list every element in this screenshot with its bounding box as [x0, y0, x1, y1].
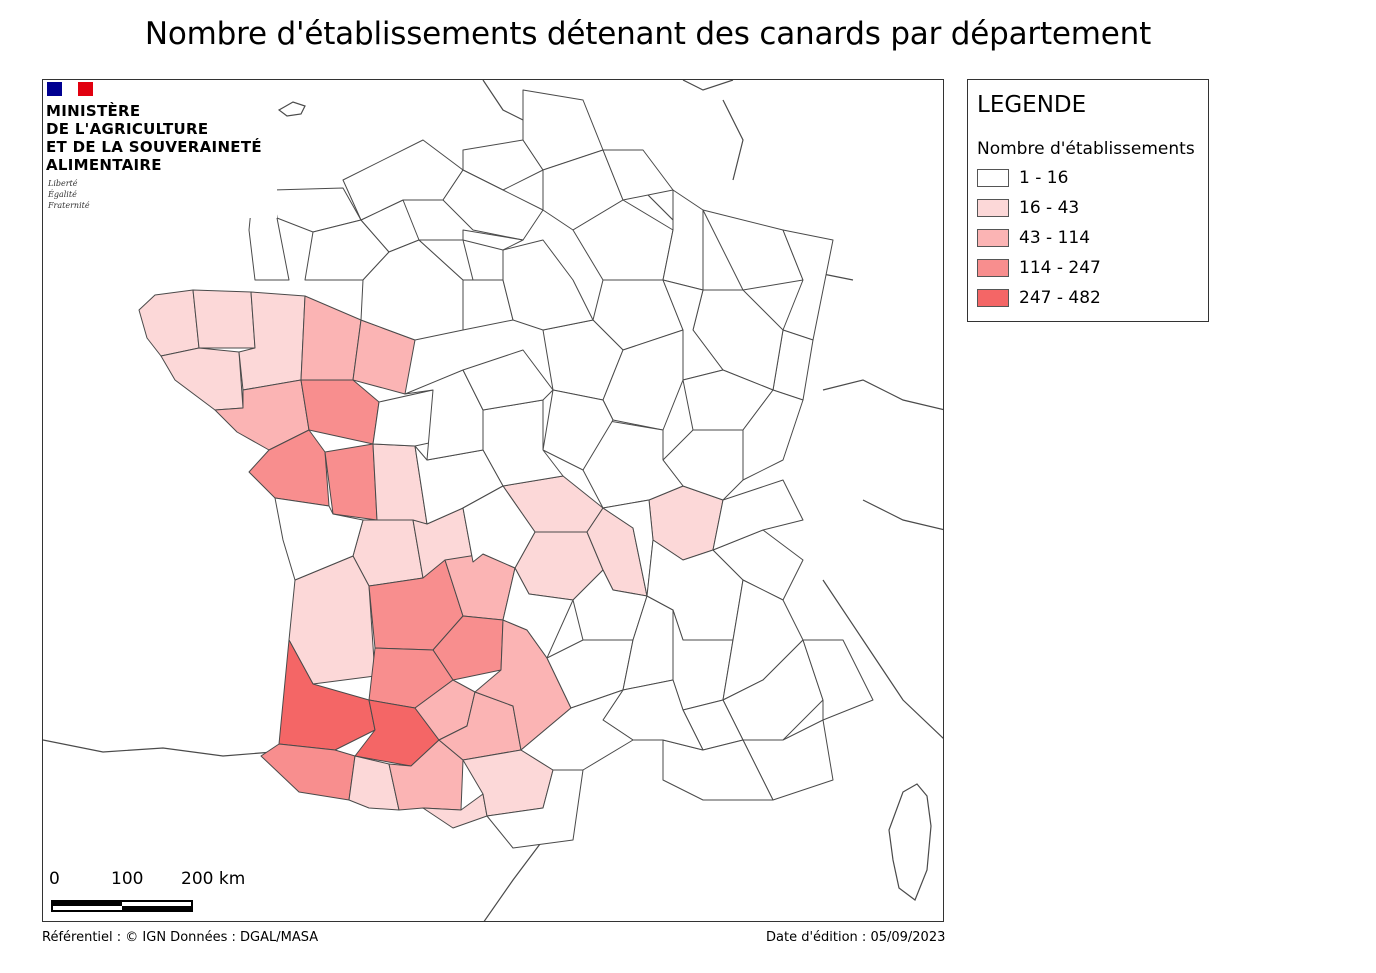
department-sa-ne-et-loire[interactable]: [582, 419, 684, 509]
department-h-rault[interactable]: [520, 689, 634, 771]
scale-bar: [51, 900, 193, 912]
map-title: Nombre d'établissements détenant des can…: [144, 16, 1152, 52]
motto-egalite: Égalité: [48, 190, 77, 199]
legend-label: 43 - 114: [1019, 228, 1091, 248]
department-pyr-n-es-atlantiques[interactable]: [260, 743, 356, 801]
legend-item-3: 43 - 114: [977, 228, 1197, 250]
department-meurthe-et-moselle[interactable]: [702, 209, 744, 291]
scale-label-100: 100: [111, 869, 144, 889]
department-bas-rhin[interactable]: [782, 229, 834, 341]
department-somme[interactable]: [462, 139, 544, 191]
legend-swatch: [977, 289, 1009, 307]
legend-swatch: [977, 199, 1009, 217]
legend-item-4: 114 - 247: [977, 258, 1197, 280]
scale-label-0: 0: [49, 869, 60, 889]
legend-label: 114 - 247: [1019, 258, 1101, 278]
department-c-tes-d-armor[interactable]: [192, 289, 256, 349]
france-department-map[interactable]: [43, 80, 944, 922]
legend-item-1: 1 - 16: [977, 168, 1197, 190]
footer-date: Date d'édition : 05/09/2023: [766, 930, 946, 945]
department-finist-re[interactable]: [138, 289, 200, 357]
logo-line-3: ET DE LA SOUVERAINETÉ: [46, 138, 262, 156]
legend-swatch: [977, 259, 1009, 277]
spain-coast-line: [483, 839, 544, 921]
scale-labels: 0 100 200 km: [47, 869, 307, 893]
department-charente-maritime[interactable]: [274, 497, 364, 581]
germany-border-line: [682, 80, 744, 181]
legend-swatch: [977, 169, 1009, 187]
department-seine-et-marne[interactable]: [502, 239, 594, 331]
legend-title: LEGENDE: [977, 92, 1087, 118]
uk-coast-line: [277, 101, 306, 117]
department-haute-savoie[interactable]: [712, 479, 804, 551]
spain-border-line: [43, 739, 274, 757]
french-flag-icon: [47, 82, 93, 96]
map-frame[interactable]: MINISTÈRE DE L'AGRICULTURE ET DE LA SOUV…: [42, 79, 944, 922]
corsica-outline: [888, 783, 932, 901]
legend-swatch: [977, 229, 1009, 247]
legend-box: LEGENDE Nombre d'établissements 1 - 16 1…: [967, 79, 1209, 322]
department-morbihan[interactable]: [160, 347, 244, 411]
motto-fraternite: Fraternité: [48, 201, 90, 210]
italy-coast-line: [822, 579, 943, 739]
legend-subtitle: Nombre d'établissements: [977, 139, 1195, 159]
department-deux-s-vres[interactable]: [324, 443, 378, 521]
legend-item-5: 247 - 482: [977, 288, 1197, 310]
logo-line-2: DE L'AGRICULTURE: [46, 120, 209, 138]
department-ni-vre[interactable]: [542, 389, 614, 471]
department-haute-garonne[interactable]: [388, 739, 464, 811]
logo-line-4: ALIMENTAIRE: [46, 156, 162, 174]
legend-item-2: 16 - 43: [977, 198, 1197, 220]
footer-credits: Référentiel : © IGN Données : DGAL/MASA: [42, 930, 319, 945]
switzerland-border-line: [822, 379, 943, 531]
logo-line-1: MINISTÈRE: [46, 102, 141, 120]
department-loiret[interactable]: [462, 349, 554, 411]
legend-label: 16 - 43: [1019, 198, 1080, 218]
department-mayenne[interactable]: [300, 295, 362, 381]
legend-label: 247 - 482: [1019, 288, 1101, 308]
department-alpes-maritimes[interactable]: [802, 639, 874, 721]
scale-label-200: 200 km: [181, 869, 246, 889]
department-val-d-oise[interactable]: [462, 229, 524, 251]
ministry-logo: MINISTÈRE DE L'AGRICULTURE ET DE LA SOUV…: [43, 80, 277, 218]
legend-label: 1 - 16: [1019, 168, 1069, 188]
motto-liberte: Liberté: [48, 179, 78, 188]
department-pyr-n-es-orientales[interactable]: [486, 769, 584, 849]
